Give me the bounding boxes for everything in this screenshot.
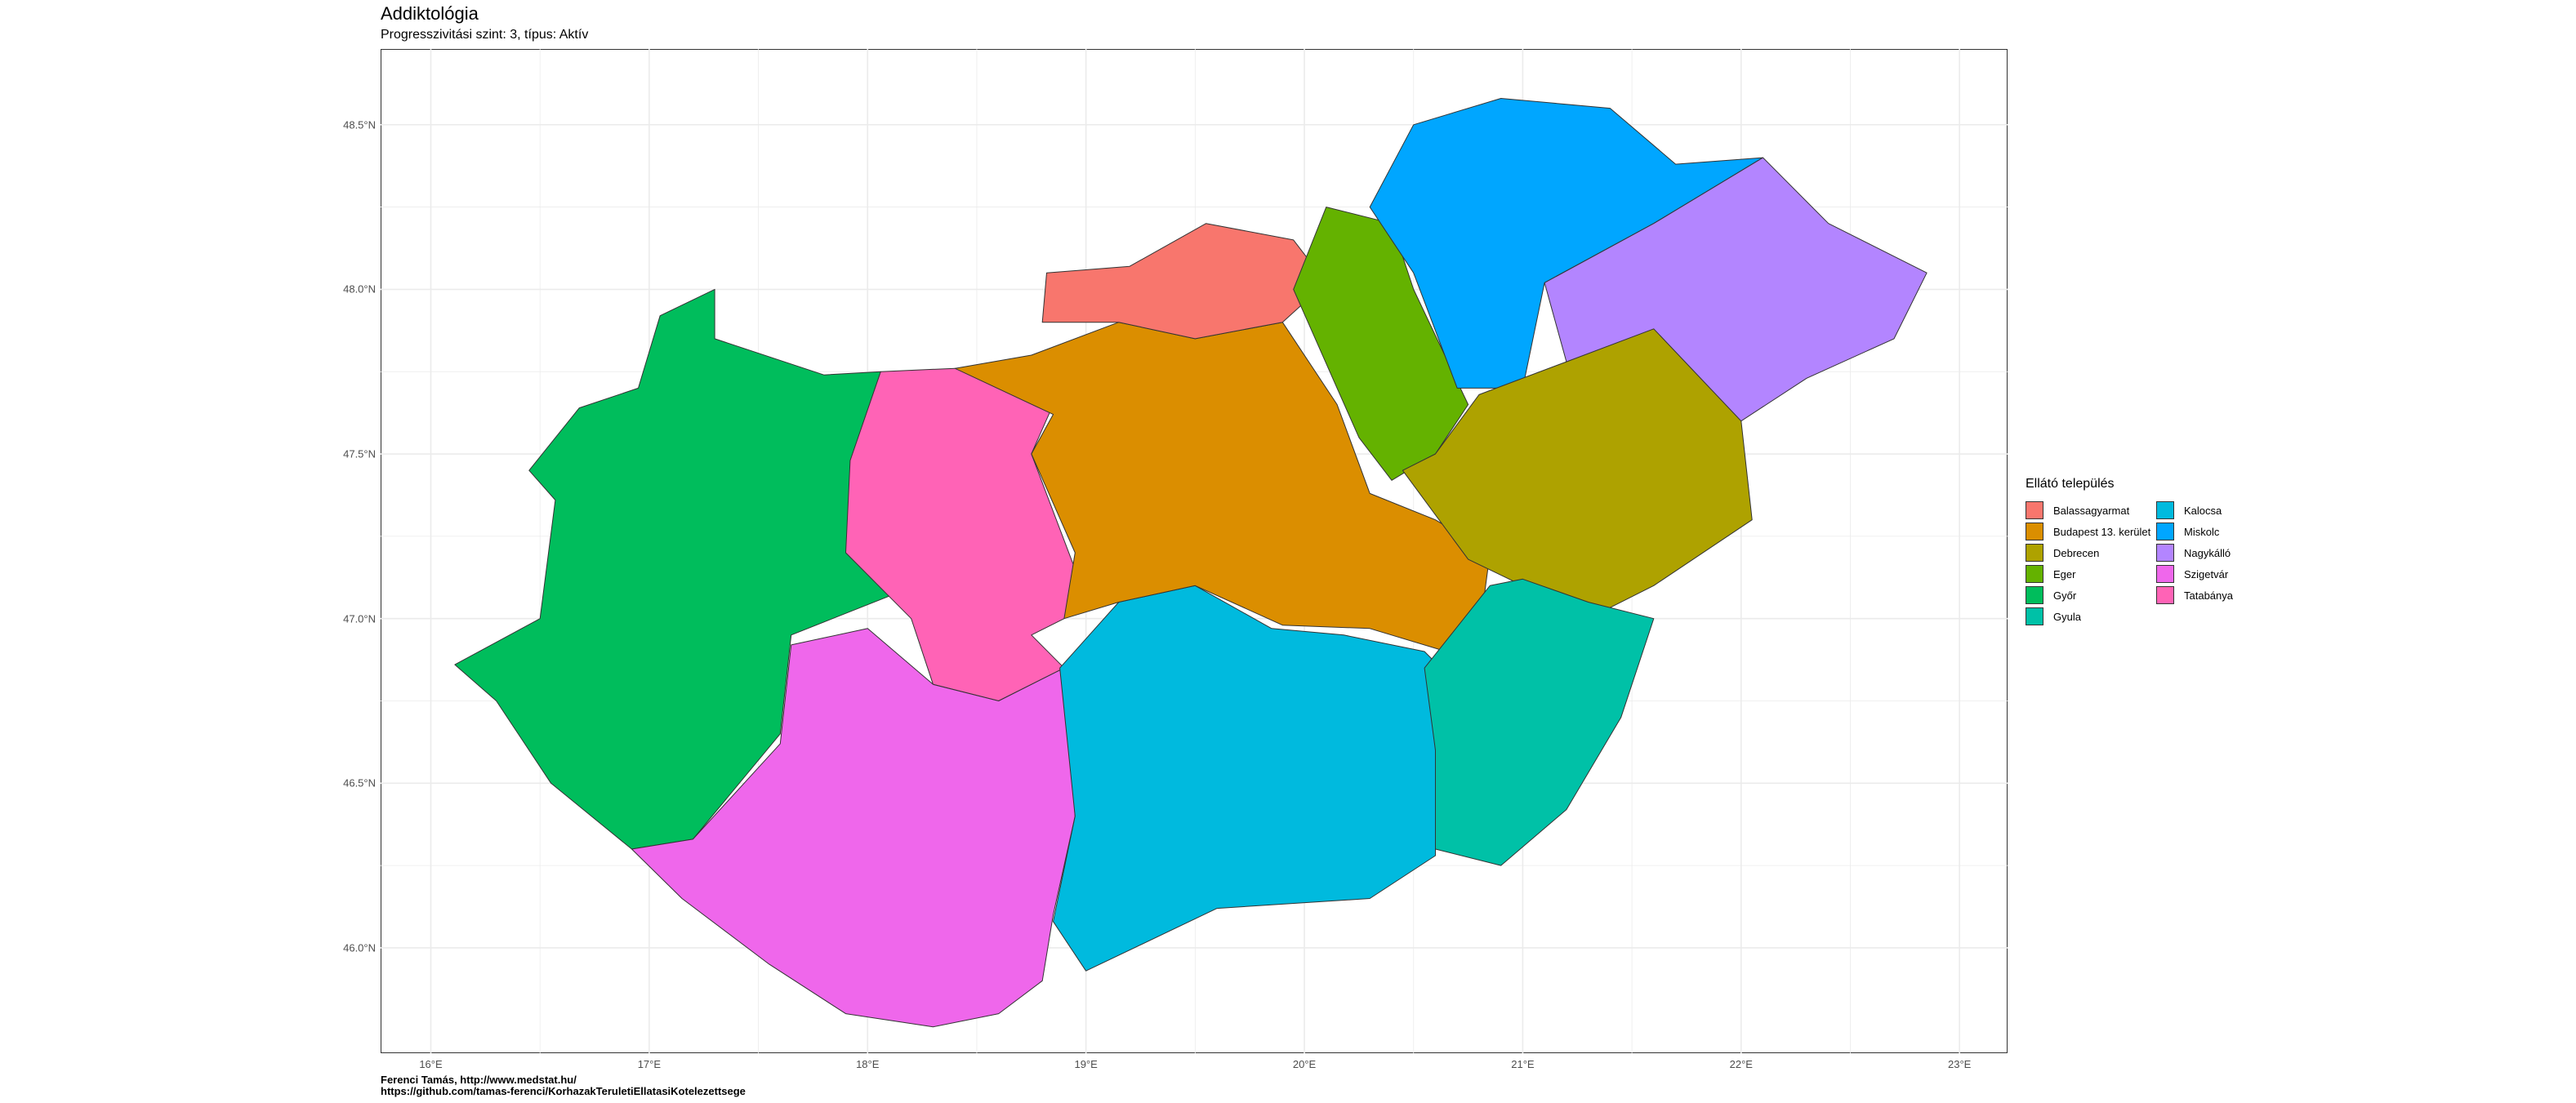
legend-swatch [2026, 607, 2043, 625]
legend-swatch [2026, 586, 2043, 604]
x-tick-label: 20°E [1292, 1058, 1317, 1070]
chart-subtitle: Progresszivitási szint: 3, típus: Aktív [381, 28, 589, 42]
x-tick-label: 22°E [1729, 1058, 1753, 1070]
legend-item: Debrecen [2026, 542, 2156, 563]
x-tick-label: 23°E [1948, 1058, 1972, 1070]
legend-item: Gyula [2026, 606, 2156, 627]
legend-swatch [2156, 586, 2174, 604]
x-tick-label: 17°E [637, 1058, 662, 1070]
regions [454, 98, 1928, 1028]
legend-label: Gyula [2053, 610, 2081, 623]
legend-label: Miskolc [2184, 525, 2220, 538]
chart-title: Addiktológia [381, 3, 479, 24]
legend-item: Miskolc [2156, 521, 2287, 542]
legend-item: Budapest 13. kerület [2026, 521, 2156, 542]
legend-label: Kalocsa [2184, 504, 2222, 517]
legend-swatch [2156, 523, 2174, 540]
legend-items: Balassagyarmat Budapest 13. kerület Debrec… [2026, 500, 2287, 627]
legend-swatch [2026, 501, 2043, 519]
legend-label: Budapest 13. kerület [2053, 525, 2151, 538]
legend-swatch [2156, 544, 2174, 562]
region-kalocsa [1053, 585, 1458, 972]
region-gyula [1424, 578, 1655, 866]
legend: Ellátó település Balassagyarmat Budapest … [2026, 477, 2287, 627]
legend-item: Kalocsa [2156, 500, 2287, 521]
caption-line-2: https://github.com/tamas-ferenci/Korhaza… [381, 1085, 746, 1097]
x-tick-label: 16°E [419, 1058, 443, 1070]
y-tick-label: 47.0°N [343, 612, 376, 625]
legend-swatch [2026, 544, 2043, 562]
legend-item: Eger [2026, 563, 2156, 585]
legend-swatch [2156, 565, 2174, 583]
legend-label: Tatabánya [2184, 589, 2233, 602]
legend-title: Ellátó település [2026, 477, 2115, 491]
legend-label: Debrecen [2053, 546, 2100, 559]
legend-swatch [2026, 565, 2043, 583]
y-tick-label: 48.0°N [343, 282, 376, 296]
legend-item: Szigetvár [2156, 563, 2287, 585]
legend-item: Balassagyarmat [2026, 500, 2156, 521]
legend-label: Eger [2053, 567, 2076, 580]
legend-item: Nagykálló [2156, 542, 2287, 563]
x-tick-label: 21°E [1511, 1058, 1535, 1070]
legend-swatch [2026, 523, 2043, 540]
y-tick-label: 46.0°N [343, 941, 376, 954]
x-tick-label: 18°E [856, 1058, 880, 1070]
caption: Ferenci Tamás, http://www.medstat.hu/ ht… [381, 1074, 746, 1097]
legend-label: Szigetvár [2184, 567, 2229, 580]
legend-label: Balassagyarmat [2053, 504, 2130, 517]
caption-line-1: Ferenci Tamás, http://www.medstat.hu/ [381, 1074, 577, 1086]
legend-item: Győr [2026, 585, 2156, 606]
legend-swatch [2156, 501, 2174, 519]
legend-item: Tatabánya [2156, 585, 2287, 606]
y-tick-label: 46.5°N [343, 776, 376, 789]
region-eger [1293, 207, 1469, 481]
y-tick-label: 47.5°N [343, 447, 376, 460]
legend-label: Győr [2053, 589, 2077, 602]
legend-label: Nagykálló [2184, 546, 2231, 559]
map-panel [381, 49, 2008, 1053]
x-tick-label: 19°E [1074, 1058, 1098, 1070]
y-tick-label: 48.5°N [343, 118, 376, 131]
map-svg [381, 49, 2008, 1053]
